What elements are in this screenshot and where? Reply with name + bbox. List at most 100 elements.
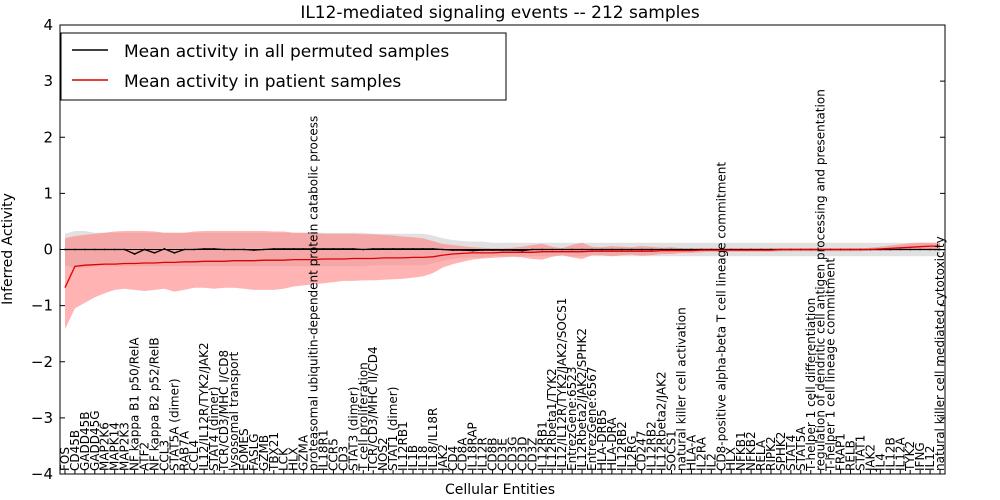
x-category-label: STAT4 <box>784 435 798 471</box>
x-category-label: CCR5 <box>327 438 341 471</box>
x-category-label: IL2RG <box>625 436 639 472</box>
x-category-label: NFKB2 <box>744 431 758 471</box>
data-point-permuted <box>541 248 544 251</box>
x-category-label: FRAP1 <box>834 433 848 471</box>
x-category-label: IL1B <box>406 445 420 471</box>
x-category-label: STAT1 <box>854 435 868 471</box>
data-point-permuted <box>551 248 554 251</box>
x-category-label: CD3D <box>515 437 529 472</box>
x-category-label: IL12Rbeta2/JAK2 <box>655 371 669 471</box>
x-category-label: TCR/CD3/MHC II/CD4 <box>366 346 380 472</box>
x-category-label: IL12R <box>476 437 490 471</box>
data-point-permuted <box>352 248 355 250</box>
y-tick-label: 0 <box>43 241 53 259</box>
x-category-label: regulation of dendritic cell antigen pro… <box>814 89 828 471</box>
data-point-permuted <box>461 249 464 252</box>
x-category-label: NFKB1 <box>734 431 748 471</box>
data-point-permuted <box>332 248 335 250</box>
data-point-permuted <box>233 248 235 251</box>
data-point-permuted <box>611 248 613 251</box>
x-category-label: IL12 <box>923 446 937 472</box>
x-category-label: GZMB <box>257 435 271 471</box>
x-category-label: natural killer cell activation <box>675 307 689 471</box>
x-axis-label: Cellular Entities <box>445 482 555 498</box>
x-category-label: MAPK14 <box>108 422 122 471</box>
x-category-label: MAP2K3 <box>118 422 132 471</box>
data-point-permuted <box>591 248 593 251</box>
data-point-permuted <box>909 248 912 251</box>
x-category-label: IL18 <box>416 446 430 472</box>
data-point-permuted <box>471 249 474 252</box>
x-category-label: NF kappa B2 p52/RelB <box>148 337 162 471</box>
x-category-label: RAB7A <box>177 430 191 471</box>
x-category-label: JAK2 <box>436 444 450 472</box>
x-category-labels: FOSCD45BGADD45BGADD45GMAP2K6MAPK14MAP2K3… <box>58 89 947 474</box>
data-point-permuted <box>929 248 931 251</box>
x-category-label: NF kappa B1 p50/RelA <box>128 337 142 471</box>
x-category-label: FOS <box>58 447 72 471</box>
y-tick-label: −3 <box>31 409 53 427</box>
y-axis-label: Inferred Activity <box>0 193 16 305</box>
data-point-permuted <box>93 248 96 251</box>
x-category-label: EntrezGene:6567 <box>585 367 599 472</box>
data-point-permuted <box>451 249 454 252</box>
data-point-permuted <box>183 248 186 251</box>
x-category-label: CD4 <box>446 446 460 471</box>
x-category-label: CD3G <box>505 436 519 471</box>
data-point-permuted <box>173 252 176 254</box>
data-point-permuted <box>123 248 126 251</box>
data-point-permuted <box>143 248 146 251</box>
data-point-permuted <box>919 248 921 251</box>
x-category-label: lysosomal transport <box>227 351 241 471</box>
data-point-permuted <box>302 248 305 250</box>
data-point-permuted <box>501 249 504 252</box>
data-point-permuted <box>362 248 365 251</box>
y-tick-label: 1 <box>43 184 53 202</box>
data-point-permuted <box>392 248 394 250</box>
data-point-permuted <box>571 248 573 251</box>
x-category-label: GADD45B <box>78 412 92 472</box>
y-tick-label: −2 <box>31 353 53 371</box>
x-category-label: ATF2 <box>138 442 152 471</box>
x-category-label: CD8B <box>486 438 500 472</box>
x-category-label: RIPK2 <box>764 436 778 471</box>
x-category-label: IL2RA <box>694 436 708 471</box>
y-tick-label: 2 <box>43 128 53 146</box>
x-category-label: RELB <box>844 440 858 471</box>
x-category-label: IL12RB2 <box>645 421 659 471</box>
x-category-label: RELA <box>754 439 768 471</box>
data-point-permuted <box>253 249 255 252</box>
x-category-label: CD8-positive alpha-beta T cell lineage c… <box>714 162 728 471</box>
x-category-label: CCL4 <box>187 440 201 471</box>
data-point-permuted <box>620 248 623 251</box>
x-category-label: IL18RAP <box>466 422 480 471</box>
data-point-permuted <box>441 248 444 251</box>
data-point-permuted <box>103 248 106 251</box>
x-category-label: STAT4 (dimer) <box>207 387 221 471</box>
data-point-permuted <box>223 248 226 251</box>
data-point-permuted <box>213 248 216 250</box>
data-point-permuted <box>262 248 265 251</box>
x-category-label: STAT3 (dimer) <box>346 387 360 471</box>
x-category-label: JAK2 <box>863 444 877 472</box>
x-category-label: IL12RB2 <box>615 421 629 471</box>
x-category-label: EntrezGene:6523 <box>565 367 579 472</box>
data-point-permuted <box>113 248 116 251</box>
data-point-permuted <box>640 248 643 251</box>
x-category-label: TYK2 <box>903 441 917 472</box>
x-category-label: IL18/IL18R <box>426 408 440 471</box>
data-point-permuted <box>312 248 315 250</box>
x-category-label: CD3 <box>336 446 350 471</box>
x-category-label: CD45B <box>68 430 82 471</box>
data-point-permuted <box>402 248 404 250</box>
x-category-label: IL12Rbeta2/JAK2/SPHK2 <box>575 328 589 471</box>
data-point-permuted <box>74 248 76 251</box>
x-category-label: HLA-A <box>684 434 698 471</box>
data-point-permuted <box>601 248 603 251</box>
x-category-label: LCK <box>277 447 291 471</box>
data-point-permuted <box>282 248 285 250</box>
data-point-permuted <box>521 249 524 252</box>
x-category-label: CD3Z <box>525 438 539 471</box>
series-line-patient <box>64 245 940 288</box>
data-point-permuted <box>630 248 633 251</box>
